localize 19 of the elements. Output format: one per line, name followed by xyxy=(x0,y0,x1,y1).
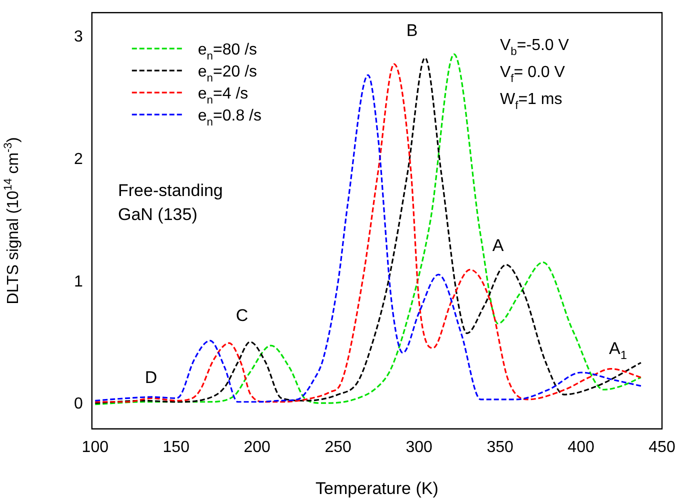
x-tick-label: 400 xyxy=(568,438,594,456)
x-tick-label: 250 xyxy=(324,438,352,456)
x-axis-title: Temperature (K) xyxy=(316,479,438,498)
y-tick-label: 3 xyxy=(74,28,83,46)
x-tick-label: 150 xyxy=(162,438,190,456)
x-tick-label: 350 xyxy=(486,438,514,456)
x-tick-label: 200 xyxy=(244,438,271,456)
x-tick-label: 100 xyxy=(82,438,109,456)
y-axis-title: DLTS signal (1014 cm-3) xyxy=(2,137,22,304)
y-tick-label: 1 xyxy=(74,273,83,290)
y-tick-label: 0 xyxy=(74,396,83,413)
annotation: A xyxy=(492,236,504,255)
y-tick-label: 2 xyxy=(74,150,83,168)
annotation: Free-standing GaN (135) xyxy=(118,181,223,224)
annotation: D xyxy=(144,368,158,387)
x-tick-label: 300 xyxy=(406,438,433,456)
annotation: B xyxy=(406,21,418,40)
x-tick-label: 450 xyxy=(648,438,676,456)
annotation: C xyxy=(236,306,248,325)
